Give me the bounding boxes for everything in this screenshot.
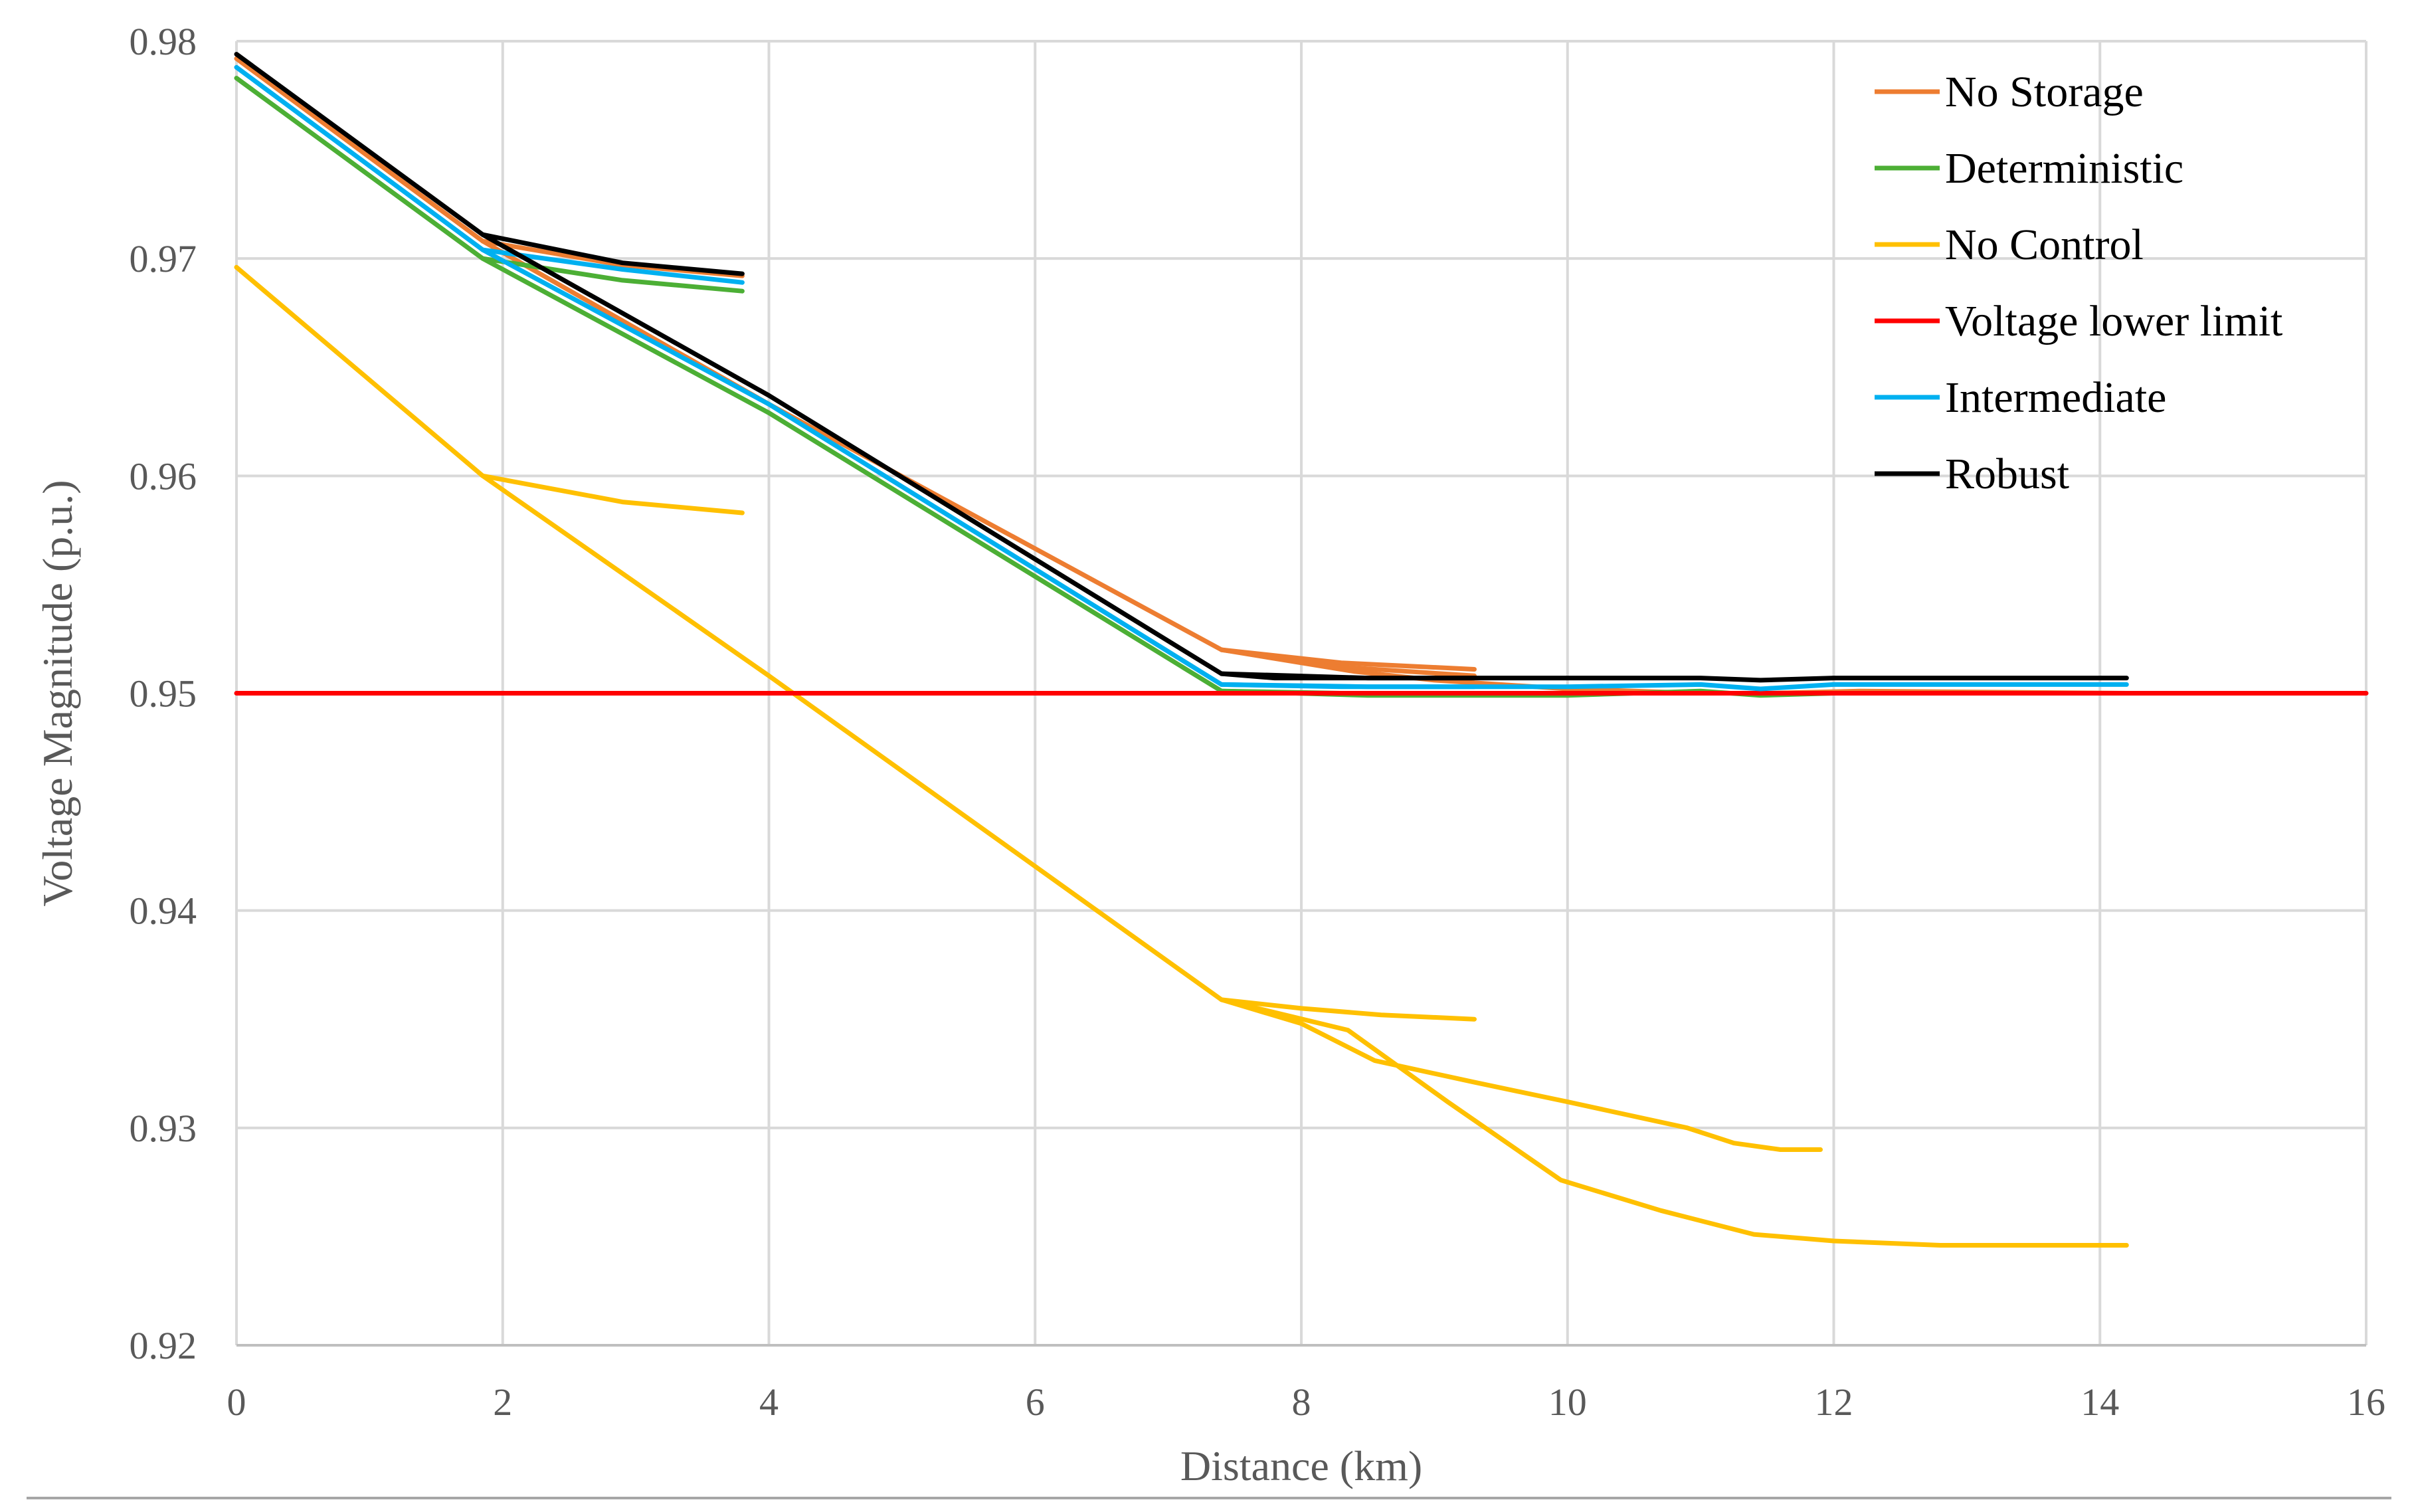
y-tick-label: 0.93 <box>130 1107 197 1150</box>
series-line-deterministic <box>234 76 1477 696</box>
series-deterministic <box>234 76 2129 698</box>
legend-label: Intermediate <box>1945 373 2166 422</box>
legend-item-intermediate: Intermediate <box>1875 373 2166 422</box>
legend-label: No Storage <box>1945 68 2144 116</box>
y-tick-label: 0.98 <box>130 20 197 63</box>
axes: 0 2 4 6 8 10 12 14 16 0.92 0.93 0.94 0.95 0.96 0.97 0.9… <box>34 20 2385 1489</box>
series-line-intermediate <box>1219 682 2129 692</box>
series-line-no-control <box>1219 997 2129 1248</box>
y-axis-title: Voltage Magnitude (p.u.) <box>34 480 81 906</box>
legend-item-voltage-lower-limit: Voltage lower limit <box>1875 297 2282 345</box>
x-axis-title: Distance (km) <box>1180 1442 1422 1489</box>
legend-label: Robust <box>1945 450 2069 498</box>
y-tick-label: 0.92 <box>130 1324 197 1367</box>
y-tick-label: 0.95 <box>130 672 197 715</box>
legend-label: Voltage lower limit <box>1945 297 2282 345</box>
series-intermediate <box>234 64 2129 692</box>
y-tick-label: 0.97 <box>130 237 197 280</box>
series-robust <box>234 52 2129 683</box>
legend-item-robust: Robust <box>1875 450 2069 498</box>
series-line-robust <box>1219 671 2129 683</box>
series-line-no-storage <box>234 56 1477 678</box>
x-tick-label: 2 <box>493 1380 512 1424</box>
x-tick-label: 16 <box>2347 1380 2385 1424</box>
x-tick-label: 12 <box>1815 1380 1853 1424</box>
series-line-intermediate <box>234 64 1477 690</box>
series-no-storage <box>234 56 2129 696</box>
y-tick-label: 0.96 <box>130 454 197 498</box>
y-tick-label: 0.94 <box>130 890 197 933</box>
series-line-no-control <box>1219 997 1477 1022</box>
x-tick-label: 8 <box>1292 1380 1311 1424</box>
series-line-robust <box>480 232 745 276</box>
series-line-deterministic <box>480 256 745 294</box>
legend: No Storage Deterministic No Control Voltage… <box>1875 68 2282 498</box>
legend-label: Deterministic <box>1945 144 2183 193</box>
series-line-intermediate <box>480 247 745 285</box>
legend-item-no-control: No Control <box>1875 221 2144 269</box>
legend-label: No Control <box>1945 221 2144 269</box>
x-tick-label: 14 <box>2081 1380 2119 1424</box>
series-no-control <box>234 264 2129 1248</box>
x-tick-label: 10 <box>1548 1380 1587 1424</box>
series-lines <box>234 52 2369 1248</box>
x-tick-label: 0 <box>227 1380 246 1424</box>
x-tick-label: 6 <box>1026 1380 1045 1424</box>
series-line-no-control <box>480 473 745 516</box>
legend-item-no-storage: No Storage <box>1875 68 2144 116</box>
series-line-no-control <box>234 264 1823 1152</box>
legend-item-deterministic: Deterministic <box>1875 144 2183 193</box>
x-tick-label: 4 <box>759 1380 779 1424</box>
series-line-robust <box>234 52 1477 681</box>
